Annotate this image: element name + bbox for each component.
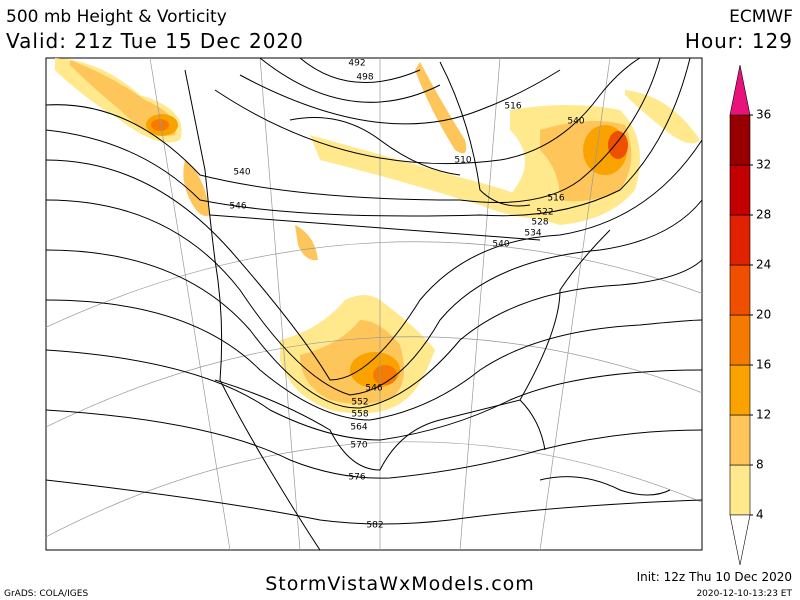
contour-label: 510 — [454, 156, 471, 166]
contour-label: 534 — [524, 229, 541, 239]
colorbar-tick-label: 36 — [756, 108, 771, 122]
colorbar-segment — [729, 264, 751, 316]
contour-label: 582 — [366, 521, 383, 531]
timestamp: 2020-12-10-13:23 ET — [696, 589, 792, 599]
colorbar-segment — [729, 114, 751, 166]
colorbar-tick-label: 20 — [756, 308, 771, 322]
colorbar-tick-label: 28 — [756, 208, 771, 222]
colorbar-tick-label: 12 — [756, 408, 771, 422]
colorbar-segment — [729, 164, 751, 216]
map-panel: 492 498 516 540 510 540 546 516 522 528 … — [45, 57, 703, 551]
contour-label: 558 — [351, 410, 368, 420]
height-contours — [46, 58, 702, 525]
contour-label: 540 — [233, 168, 250, 178]
contour-label: 576 — [348, 473, 365, 483]
colorbar-tick-label: 8 — [756, 458, 764, 472]
colorbar-tick-label: 16 — [756, 358, 771, 372]
contour-labels: 492 498 516 540 510 540 546 516 522 528 … — [229, 59, 584, 531]
valid-time: Valid: 21z Tue 15 Dec 2020 — [6, 29, 304, 53]
colorbar-segment — [729, 414, 751, 466]
credit: GrADS: COLA/IGES — [4, 589, 88, 599]
contour-label: 492 — [348, 59, 365, 69]
contour-label: 498 — [356, 73, 373, 83]
init-time: Init: 12z Thu 10 Dec 2020 — [637, 570, 792, 584]
colorbar-above — [729, 64, 751, 116]
colorbar-segment — [729, 314, 751, 366]
contour-label: 546 — [229, 202, 246, 212]
contour-label: 546 — [365, 384, 382, 394]
site-name: StormVistaWxModels.com — [265, 573, 535, 595]
colorbar-segment — [729, 364, 751, 416]
contour-label: 564 — [350, 423, 367, 433]
forecast-hour: Hour: 129 — [685, 29, 793, 53]
colorbar: 4 8 12 16 20 24 28 32 36 — [729, 64, 771, 566]
coastlines — [184, 61, 671, 550]
colorbar-tick-label: 24 — [756, 258, 771, 272]
colorbar-segment — [729, 214, 751, 266]
model: ECMWF — [729, 7, 793, 27]
contour-label: 516 — [547, 194, 564, 204]
contour-label: 570 — [350, 441, 367, 451]
colorbar-tick-label: 4 — [756, 508, 764, 522]
vorticity-shading — [55, 58, 700, 414]
contour-label: 522 — [536, 208, 553, 218]
contour-label: 516 — [504, 102, 521, 112]
title: 500 mb Height & Vorticity — [6, 7, 227, 27]
colorbar-tick-label: 32 — [756, 158, 771, 172]
colorbar-below — [729, 514, 751, 566]
contour-label: 528 — [531, 218, 548, 228]
contour-label: 540 — [567, 117, 584, 127]
contour-label: 540 — [492, 240, 509, 250]
contour-label: 552 — [351, 398, 368, 408]
colorbar-segment — [729, 464, 751, 516]
lat-lon-grid — [46, 58, 702, 550]
